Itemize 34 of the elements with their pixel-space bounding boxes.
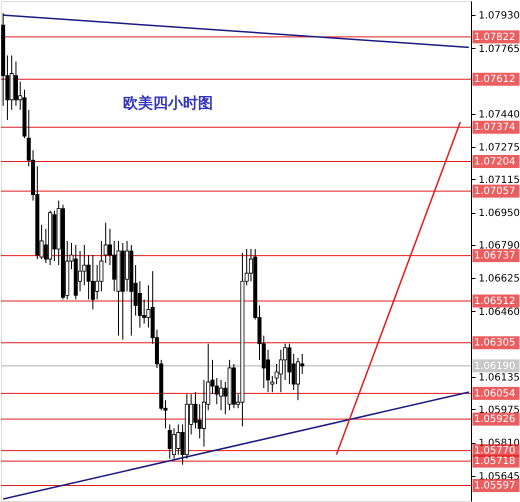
- candlestick: [219, 380, 224, 411]
- ref-line-label: 1.06737: [474, 250, 516, 262]
- ref-line-label: 1.07057: [474, 186, 516, 198]
- candlestick: [296, 357, 300, 401]
- y-tick-label: 1.06460: [478, 306, 520, 318]
- text: 欧美四小时图: [123, 94, 213, 112]
- y-tick-label: 1.07765: [478, 44, 520, 55]
- ref-line-label: 1.07204: [474, 156, 516, 168]
- y-tick-label: 1.06950: [478, 208, 520, 220]
- ref-line-label: 1.06512: [474, 296, 516, 307]
- candlestick: [95, 264, 100, 300]
- ref-line-label: 1.07822: [474, 32, 516, 43]
- candlestick: [90, 254, 95, 310]
- candlestick: [82, 244, 86, 286]
- candlestick: [138, 280, 142, 328]
- y-tick-label: 1.07930: [478, 10, 520, 22]
- ref-line-label: 1.07374: [474, 122, 516, 134]
- y-tick-label: 1.06790: [478, 240, 520, 252]
- candlestick: [168, 424, 172, 460]
- y-tick-label: 1.05975: [478, 404, 520, 416]
- ref-line-label: 1.05926: [474, 414, 516, 426]
- candlestick: [176, 424, 180, 456]
- ref-line-label: 1.06305: [474, 338, 516, 349]
- y-tick-label: 1.07440: [478, 109, 520, 120]
- y-tick-label: 1.07115: [478, 174, 520, 186]
- ref-line-label: 1.05718: [474, 456, 516, 468]
- y-tick-label: 1.07275: [478, 142, 520, 154]
- y-tick-label: 1.06625: [478, 274, 520, 285]
- candlestick: [172, 428, 176, 460]
- candlestick: [78, 250, 82, 292]
- ref-line-label: 1.05597: [474, 480, 516, 492]
- y-tick-label: 1.06135: [478, 372, 520, 384]
- ref-line-label: 1.06054: [474, 388, 516, 400]
- ref-line-label: 1.07612: [474, 74, 516, 86]
